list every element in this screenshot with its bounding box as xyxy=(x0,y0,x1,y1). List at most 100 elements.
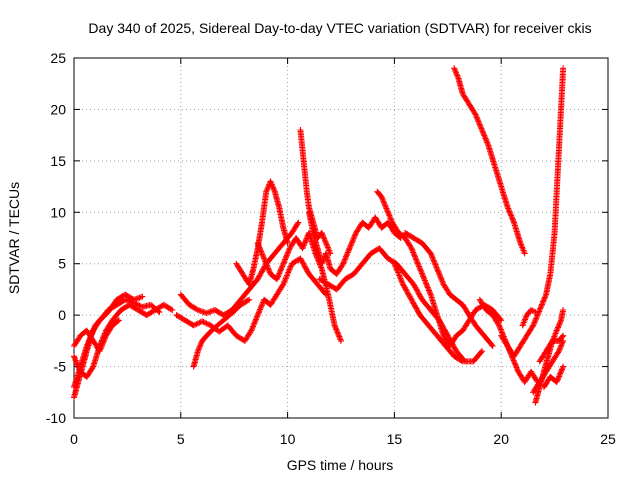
data-point-run xyxy=(483,307,495,318)
data-point-run xyxy=(310,229,321,250)
y-tick-label: 0 xyxy=(58,307,66,323)
data-point-run xyxy=(472,111,485,132)
data-point-run xyxy=(248,313,261,334)
data-point-run xyxy=(103,318,115,334)
data-point-run xyxy=(427,250,440,271)
data-point-run xyxy=(276,204,286,230)
data-point-run xyxy=(259,190,269,226)
data-point-run xyxy=(299,147,308,173)
plot-frame xyxy=(73,57,609,419)
data-point-run xyxy=(549,349,562,365)
data-point-run xyxy=(553,149,562,195)
data-point-run xyxy=(555,337,567,355)
data-point-run xyxy=(532,385,543,406)
data-point-run xyxy=(267,178,278,194)
data-point-run xyxy=(389,219,401,235)
data-point-run xyxy=(71,365,83,391)
x-tick-labels: 0 5 10 15 20 25 xyxy=(70,431,616,447)
data-point-run xyxy=(399,281,414,302)
data-point-run xyxy=(374,188,384,199)
data-point-run xyxy=(143,307,157,319)
data-point-run xyxy=(382,204,395,225)
data-point-run xyxy=(555,108,564,154)
data-point-run xyxy=(419,296,433,312)
series-arc-15 xyxy=(402,229,496,349)
data-point-run xyxy=(271,241,286,257)
data-point-run xyxy=(511,219,523,245)
data-point-run xyxy=(273,262,286,283)
data-point-run xyxy=(547,231,558,277)
x-axis-label: GPS time / hours xyxy=(287,457,394,473)
series-arc-11 xyxy=(306,209,404,277)
data-point-run xyxy=(519,313,530,329)
series-arc-6 xyxy=(177,219,302,319)
y-tick-label: 15 xyxy=(50,153,66,169)
data-point-run xyxy=(472,322,487,338)
data-point-run xyxy=(485,142,498,168)
data-point-run xyxy=(271,188,282,209)
data-point-run xyxy=(530,380,542,396)
x-tick-label: 10 xyxy=(280,431,296,447)
data-point-run xyxy=(297,127,306,152)
data-point-run xyxy=(530,308,543,329)
data-point-run xyxy=(391,260,406,286)
data-point-run xyxy=(160,301,176,313)
data-point-run xyxy=(446,291,459,302)
y-tick-label: -5 xyxy=(54,359,67,375)
y-tick-label: 5 xyxy=(58,256,66,272)
data-point-run xyxy=(378,193,389,209)
series-arc-23 xyxy=(540,363,567,391)
y-axis-label: SDTVAR / TECUs xyxy=(6,182,22,294)
data-point-run xyxy=(199,331,211,344)
data-point-run xyxy=(491,163,504,189)
data-point-run xyxy=(323,250,333,271)
data-point-run xyxy=(434,312,447,338)
data-point-run xyxy=(273,282,286,298)
data-point-run xyxy=(246,277,260,293)
data-point-run xyxy=(333,277,348,293)
data-point-run xyxy=(280,246,293,267)
data-point-run xyxy=(306,229,318,255)
data-point-run xyxy=(481,332,496,349)
series-arc-8 xyxy=(233,178,291,288)
data-point-run xyxy=(359,251,373,267)
data-point-run xyxy=(442,343,457,359)
data-point-run xyxy=(318,229,329,245)
data-point-run xyxy=(254,240,267,261)
data-point-run xyxy=(325,291,338,327)
data-point-run xyxy=(543,272,553,298)
data-point-run xyxy=(451,353,466,365)
data-point-run xyxy=(333,262,346,277)
data-point-run xyxy=(408,245,421,266)
data-point-run xyxy=(489,307,505,324)
data-point-run xyxy=(536,370,549,385)
x-tick-label: 5 xyxy=(177,431,185,447)
data-point-run xyxy=(459,91,472,106)
x-tick-label: 25 xyxy=(600,431,616,447)
data-point-run xyxy=(199,318,213,328)
data-point-run xyxy=(212,318,226,331)
data-point-run xyxy=(402,271,416,287)
data-point-run xyxy=(346,231,359,252)
data-point-run xyxy=(109,317,122,329)
data-point-run xyxy=(105,297,119,316)
data-point-run xyxy=(96,334,109,355)
data-point-run xyxy=(90,318,102,334)
data-point-run xyxy=(419,240,433,256)
data-point-run xyxy=(511,344,523,360)
series-arc-3 xyxy=(71,291,146,391)
data-point-run xyxy=(186,301,200,313)
data-point-run xyxy=(453,296,465,307)
data-point-run xyxy=(83,327,96,343)
data-point-run xyxy=(459,318,472,334)
data-point-run xyxy=(194,339,205,355)
data-point-run xyxy=(410,281,425,302)
data-point-run xyxy=(434,332,448,348)
data-marks xyxy=(71,65,567,406)
y-tick-labels: -10 -5 0 5 10 15 20 25 xyxy=(46,50,66,426)
data-point-run xyxy=(536,349,549,365)
series-arc-19 xyxy=(519,307,539,329)
data-point-run xyxy=(498,332,510,348)
data-point-run xyxy=(528,307,539,316)
